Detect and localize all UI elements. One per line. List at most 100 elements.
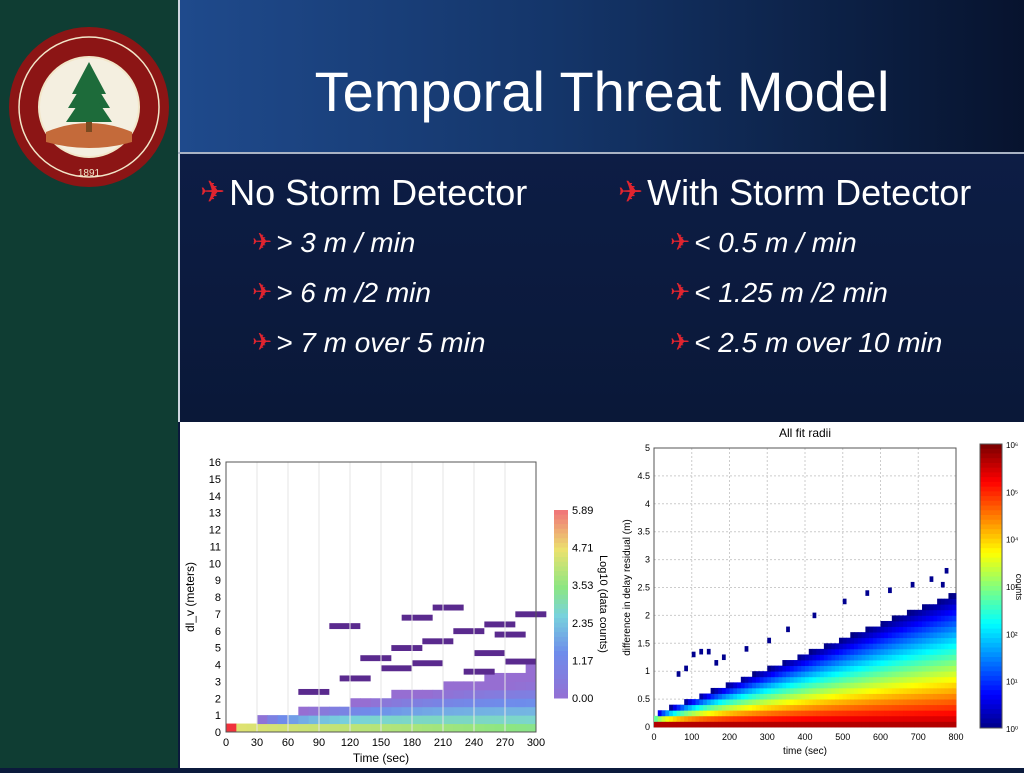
heatmap-cell [805, 715, 810, 722]
heatmap-cell [940, 671, 946, 678]
heatmap-cell [831, 676, 836, 683]
bullet-heading-with-storm: ✈ With Storm Detector [618, 168, 971, 218]
heatmap-cell [474, 706, 485, 716]
heatmap-cell [933, 643, 938, 650]
heatmap-cell [952, 643, 957, 650]
heatmap-cell [350, 715, 361, 725]
heatmap-cell [319, 715, 330, 725]
heatmap-cell [763, 687, 768, 694]
colorbar-swatch [554, 561, 568, 567]
heatmap-cell [771, 687, 776, 694]
heatmap-cell [857, 704, 863, 711]
heatmap-cell [763, 721, 768, 728]
heatmap-cell [846, 676, 851, 683]
heatmap-cell [906, 676, 912, 683]
heatmap-cell [876, 699, 881, 706]
heatmap-cell [891, 671, 896, 678]
heatmap-cell [684, 715, 689, 722]
heatmap-cell [703, 710, 708, 717]
heatmap-cell [831, 693, 836, 700]
heatmap-cell [391, 645, 423, 651]
heatmap-cell [940, 615, 946, 622]
y-tick-label: 3 [645, 555, 650, 565]
sub-bullet: ✈ > 7 m over 5 min [252, 318, 527, 368]
heatmap-cell [861, 632, 866, 639]
heatmap-cell [805, 665, 810, 672]
heatmap-cell [869, 660, 874, 667]
heatmap-cell [869, 704, 874, 711]
heatmap-cell [740, 682, 745, 689]
heatmap-cell [872, 637, 878, 644]
heatmap-cell [933, 609, 938, 616]
heatmap-cell [891, 704, 896, 711]
heatmap-cell [850, 660, 855, 667]
heatmap-cell [789, 699, 795, 706]
heatmap-cell [805, 710, 810, 717]
heatmap-cell [718, 687, 723, 694]
heatmap-cell [906, 682, 912, 689]
heatmap-cell [952, 609, 957, 616]
heatmap-cell [763, 699, 768, 706]
heatmap-cell [910, 721, 915, 728]
heatmap-cell [838, 648, 844, 655]
heatmap-cell [737, 710, 742, 717]
heatmap-cell [925, 626, 930, 633]
slide-title: Temporal Threat Model [314, 60, 890, 123]
x-tick-label: 210 [434, 737, 452, 749]
heatmap-cell [952, 671, 957, 678]
heatmap-cell [782, 715, 787, 722]
heatmap-cell [494, 698, 506, 708]
colorbar-swatch [554, 524, 568, 530]
y-tick-label: 9 [215, 575, 221, 587]
heatmap-cell [339, 715, 351, 725]
heatmap-cell [925, 710, 930, 717]
heatmap-cell [755, 682, 761, 689]
heatmap-cell [831, 654, 836, 661]
heatmap-cell [505, 689, 516, 699]
x-tick-label: 600 [873, 732, 888, 742]
heatmap-cell [767, 637, 772, 644]
x-tick-label: 180 [403, 737, 421, 749]
bullet-heading-label: With Storm Detector [647, 172, 972, 213]
heatmap-cell [857, 699, 863, 706]
heatmap-cell [820, 676, 825, 683]
heatmap-cell [940, 704, 946, 711]
x-tick-label: 300 [760, 732, 775, 742]
heatmap-cell [918, 693, 923, 700]
heatmap-cell [929, 637, 934, 644]
heatmap-cell [838, 654, 844, 661]
heatmap-cell [699, 715, 704, 722]
heatmap-cell [933, 626, 938, 633]
colorbar-swatch [980, 690, 1002, 696]
heatmap-cell [888, 682, 893, 689]
heatmap-cell [695, 710, 700, 717]
colorbar-swatch [554, 683, 568, 690]
heatmap-cell [948, 632, 953, 639]
heatmap-cell [940, 710, 946, 717]
heatmap-cell [884, 715, 889, 722]
x-tick-label: 800 [948, 732, 963, 742]
heatmap-cell [687, 715, 693, 722]
heatmap-cell [937, 693, 942, 700]
y-tick-label: 13 [209, 508, 221, 520]
x-tick-label: 300 [527, 737, 545, 749]
heatmap-cell [948, 715, 953, 722]
heatmap-cell [782, 721, 787, 728]
heatmap-cell [872, 710, 878, 717]
heatmap-cell [827, 699, 832, 706]
heatmap-cell [925, 615, 930, 622]
heatmap-cell [910, 615, 915, 622]
heatmap-cell [857, 637, 863, 644]
heatmap-cell [944, 676, 949, 683]
heatmap-cell [401, 715, 413, 725]
heatmap-cell [842, 598, 847, 605]
heatmap-cell [899, 660, 904, 667]
heatmap-cell [895, 693, 900, 700]
heatmap-cell [789, 671, 795, 678]
heatmap-cell [895, 682, 900, 689]
heatmap-cell [925, 682, 930, 689]
heatmap-cell [838, 665, 844, 672]
y-tick-label: 5 [215, 643, 221, 655]
heatmap-cell [842, 671, 847, 678]
heatmap-cell [789, 660, 795, 667]
